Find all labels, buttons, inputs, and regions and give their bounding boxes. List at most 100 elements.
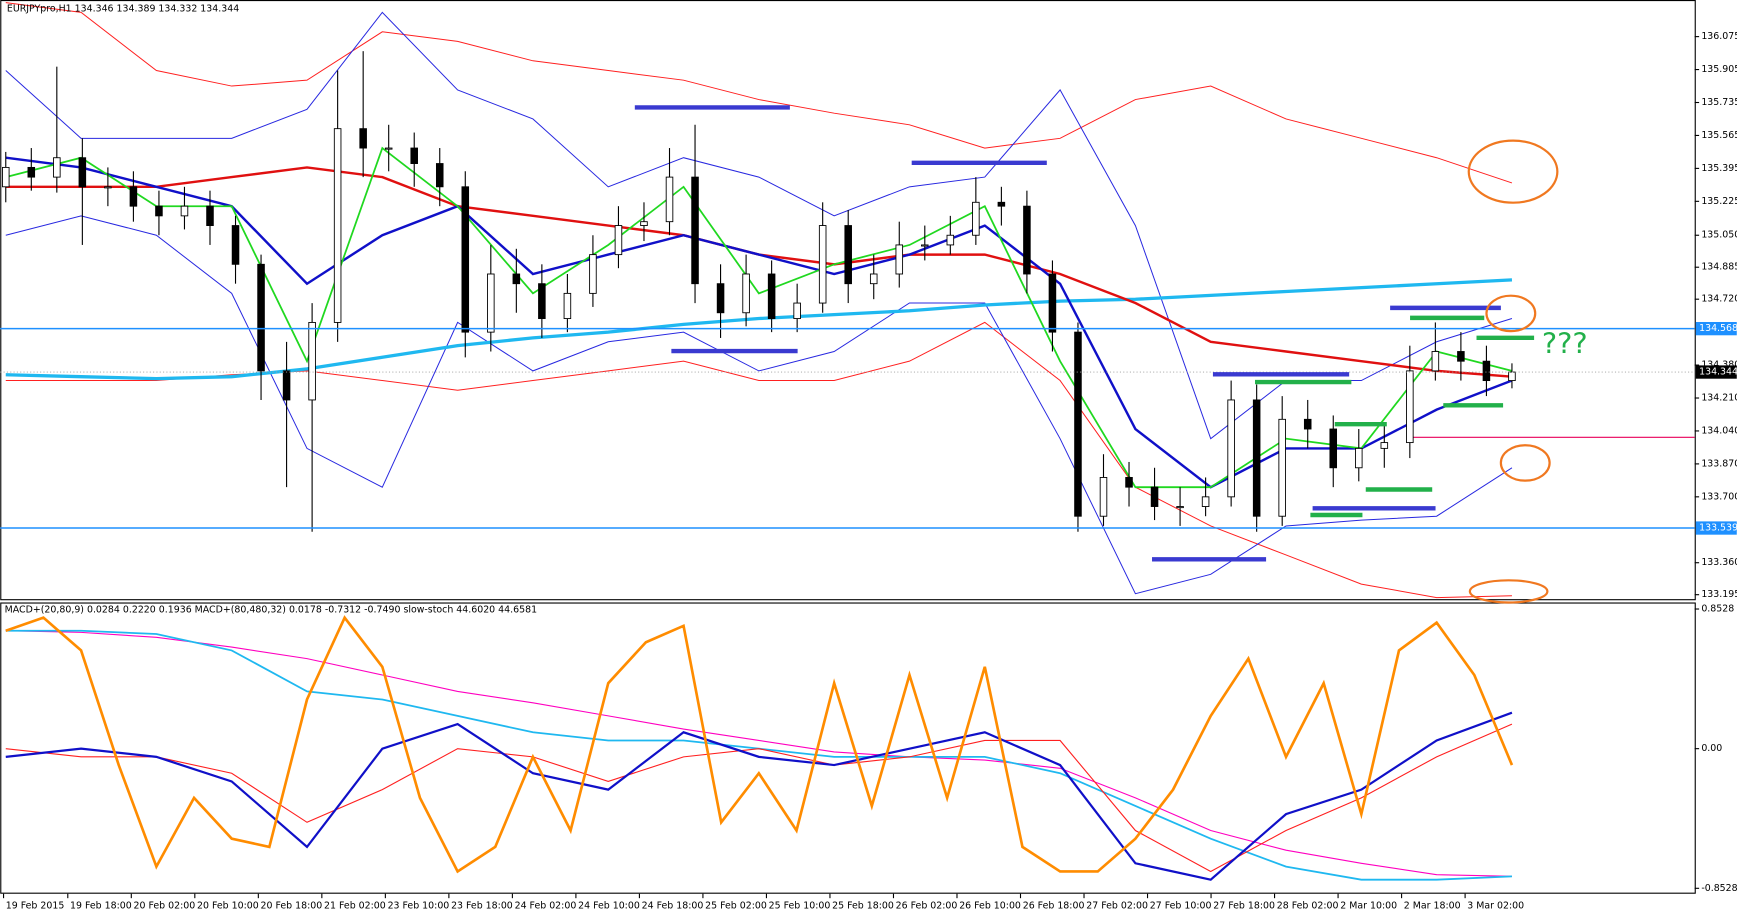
x-tick-label: 2 Mar 18:00: [1404, 900, 1461, 911]
y-tick-label: 136.075: [1701, 31, 1737, 42]
x-tick-label: 28 Feb 02:00: [1277, 900, 1339, 911]
x-tick-label: 27 Feb 18:00: [1213, 900, 1275, 911]
y-tick-label: 135.395: [1701, 163, 1737, 174]
price-panel-frame: [0, 0, 1696, 601]
candle-body: [946, 234, 955, 246]
x-tick-label: 24 Feb 02:00: [515, 900, 577, 911]
candle-body: [1457, 351, 1465, 362]
indicator-line: [5, 711, 1513, 881]
candle-body: [1431, 351, 1440, 372]
candle-body: [1482, 360, 1491, 382]
indicator-line: [5, 615, 1514, 874]
candle-body: [384, 147, 393, 150]
x-tick-label: 23 Feb 10:00: [388, 900, 450, 911]
candle-body: [333, 128, 342, 323]
candle-body: [640, 221, 648, 226]
candle-body: [972, 201, 980, 236]
candle-body: [512, 273, 521, 285]
candle-body: [614, 225, 623, 256]
y-tick-label: 134.040: [1701, 425, 1737, 436]
candle-body: [1176, 506, 1184, 509]
x-tick-label: 21 Feb 02:00: [324, 900, 386, 911]
indicator-line: [5, 278, 1513, 381]
x-tick-label: 20 Feb 10:00: [197, 900, 259, 911]
candle-body: [104, 186, 112, 189]
price-tag-label: 134.568: [1699, 323, 1737, 334]
candle-body: [869, 273, 878, 285]
indicator-header: MACD+(20,80,9) 0.0284 0.2220 0.1936 MACD…: [5, 605, 537, 616]
y-tick-label: 135.905: [1701, 64, 1737, 75]
candle-body: [282, 370, 291, 401]
candle-body: [844, 225, 852, 285]
y-tick-label: 133.360: [1701, 557, 1737, 568]
candle-body: [359, 128, 367, 149]
x-tick-label: 19 Feb 2015: [6, 900, 65, 911]
candle-body: [1508, 371, 1516, 382]
candle-body: [1150, 486, 1159, 507]
candle-body: [1252, 399, 1261, 517]
y-tick-label: 134.885: [1701, 262, 1737, 273]
y-tick-label: 135.565: [1701, 130, 1737, 141]
candle-body: [206, 205, 214, 226]
candle-body: [716, 283, 725, 314]
candle-body: [742, 273, 750, 314]
candle-body: [1227, 399, 1235, 498]
x-tick-label: 24 Feb 18:00: [642, 900, 704, 911]
candle-body: [435, 163, 444, 188]
candle-body: [1355, 447, 1363, 469]
candle-body: [410, 147, 418, 164]
y-tick-label: 134.380: [1701, 360, 1737, 371]
candle-body: [257, 263, 265, 372]
candle-body: [1406, 370, 1414, 444]
x-tick-label: 25 Feb 02:00: [705, 900, 767, 911]
price-tag: [1695, 321, 1737, 336]
y-tick-label: 135.735: [1701, 97, 1737, 108]
candle-body: [53, 157, 61, 178]
candle-body: [1329, 428, 1338, 469]
y-tick-label: 133.700: [1701, 491, 1737, 502]
indicator-line: [5, 146, 1513, 489]
candle-body: [1278, 418, 1286, 517]
candle-body: [895, 244, 904, 275]
candle-body: [78, 157, 87, 188]
drawn-circle: [1468, 579, 1549, 604]
candle-body: [2, 166, 10, 188]
drawn-circles: [1467, 139, 1559, 604]
candle-body: [997, 201, 1006, 207]
y-tick-label: 134.210: [1701, 393, 1737, 404]
indicator-line: [5, 2, 1513, 184]
candle-body: [793, 302, 801, 320]
candle-body: [129, 186, 138, 207]
candle-body: [691, 176, 699, 285]
drawn-circle: [1499, 444, 1551, 482]
candle-body: [1099, 477, 1108, 517]
y-tick-label: 0.00: [1701, 743, 1722, 754]
x-tick-label: 26 Feb 10:00: [959, 900, 1021, 911]
candle-body: [563, 292, 572, 320]
drawn-circle: [1467, 139, 1559, 204]
candle-body: [308, 321, 316, 401]
indicator-line: [5, 723, 1513, 873]
candle-body: [589, 254, 597, 294]
x-tick-label: 20 Feb 18:00: [261, 900, 323, 911]
x-tick-label: 19 Feb 18:00: [70, 900, 132, 911]
x-tick-label: 27 Feb 02:00: [1086, 900, 1148, 911]
candle-body: [487, 273, 495, 333]
candle-body: [180, 205, 189, 217]
candle-body: [231, 225, 240, 265]
x-tick-label: 3 Mar 02:00: [1467, 900, 1524, 911]
drawn-levels: [634, 105, 1535, 562]
y-tick-label: 133.870: [1701, 458, 1737, 469]
drawn-circle: [1485, 294, 1537, 333]
candle-body: [1201, 496, 1210, 507]
candle-body: [818, 225, 827, 304]
indicator-line: [5, 156, 1513, 489]
x-tick-label: 24 Feb 10:00: [578, 900, 640, 911]
x-tick-label: 27 Feb 10:00: [1150, 900, 1212, 911]
candle-body: [1023, 205, 1031, 275]
candle-body: [155, 205, 163, 217]
price-tag: [1695, 365, 1737, 379]
price-tag: [1695, 521, 1737, 535]
candle-body: [27, 166, 36, 178]
